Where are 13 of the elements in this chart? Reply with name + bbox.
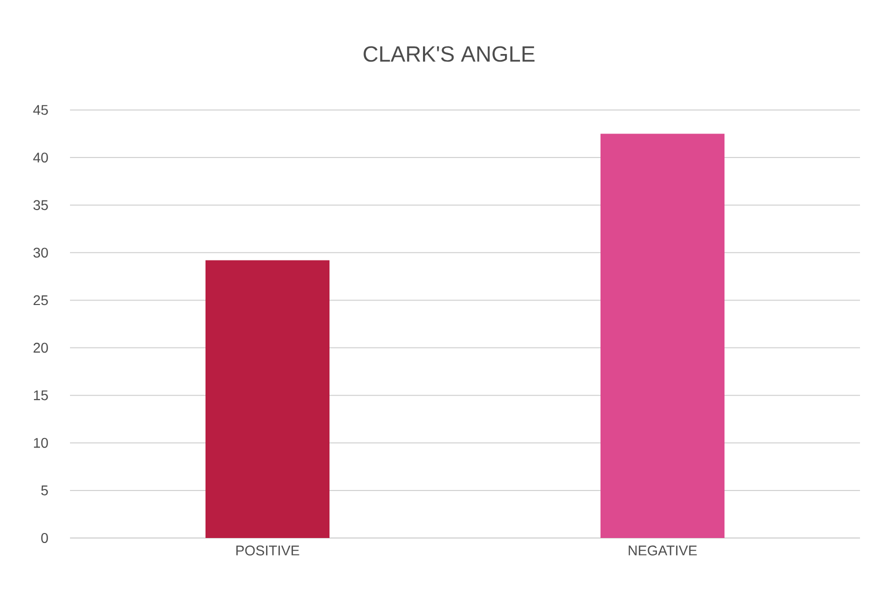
y-tick-label: 40 [33,152,48,163]
x-tick-label: POSITIVE [236,546,300,556]
y-tick-label: 10 [34,438,48,448]
y-tick-label: 25 [34,295,48,306]
y-tick-label: 0 [41,533,48,543]
y-tick-label: 35 [33,200,48,210]
y-tick-label: 15 [34,390,48,400]
y-tick-label: 20 [34,342,48,353]
y-tick-label: 45 [33,105,48,115]
chart-title: CLARK'S ANGLE [364,46,535,62]
y-tick-label: 5 [41,486,48,496]
x-tick-label: NEGATIVE [628,546,697,556]
y-tick-label: 30 [33,248,48,258]
